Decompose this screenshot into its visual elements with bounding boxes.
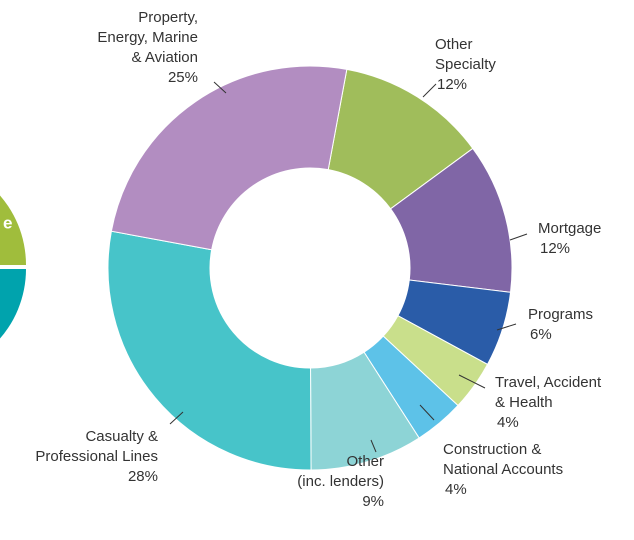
segment-label: & Aviation [132, 49, 198, 66]
segment-label: Property, [138, 9, 198, 26]
leader-line [422, 83, 437, 98]
value-label: 12% [437, 76, 467, 93]
side-label: e [3, 213, 12, 232]
value-label: 6% [530, 326, 552, 343]
donut-segment [107, 230, 312, 471]
value-label: 25% [168, 69, 198, 86]
segment-label: Other [435, 36, 473, 53]
donut-segment [110, 65, 348, 251]
leader-line [169, 411, 184, 425]
segment-label: Programs [528, 306, 593, 323]
leader-line [419, 404, 435, 421]
segment-label: Professional Lines [35, 448, 158, 465]
leader-line [370, 439, 377, 453]
segment-label: Casualty & [85, 428, 158, 445]
segment-label: National Accounts [443, 461, 563, 478]
value-label: 28% [128, 468, 158, 485]
segment-label: Travel, Accident [495, 374, 602, 391]
leader-line [213, 81, 227, 94]
segment-label: Mortgage [538, 220, 601, 237]
segment-label: & Health [495, 394, 553, 411]
segment-label: Energy, Marine [97, 29, 198, 46]
side-circle-top [0, 195, 26, 265]
segment-label: Specialty [435, 56, 496, 73]
segment-label: Other [346, 453, 384, 470]
segment-label: (inc. lenders) [297, 473, 384, 490]
value-label: 9% [362, 493, 384, 510]
side-circle-bottom [0, 269, 26, 339]
value-label: 4% [497, 414, 519, 431]
segment-label: Construction & [443, 441, 541, 458]
leader-line [458, 374, 486, 389]
value-label: 12% [540, 240, 570, 257]
leader-line [496, 323, 517, 331]
value-label: 4% [445, 481, 467, 498]
leader-line [509, 233, 528, 241]
